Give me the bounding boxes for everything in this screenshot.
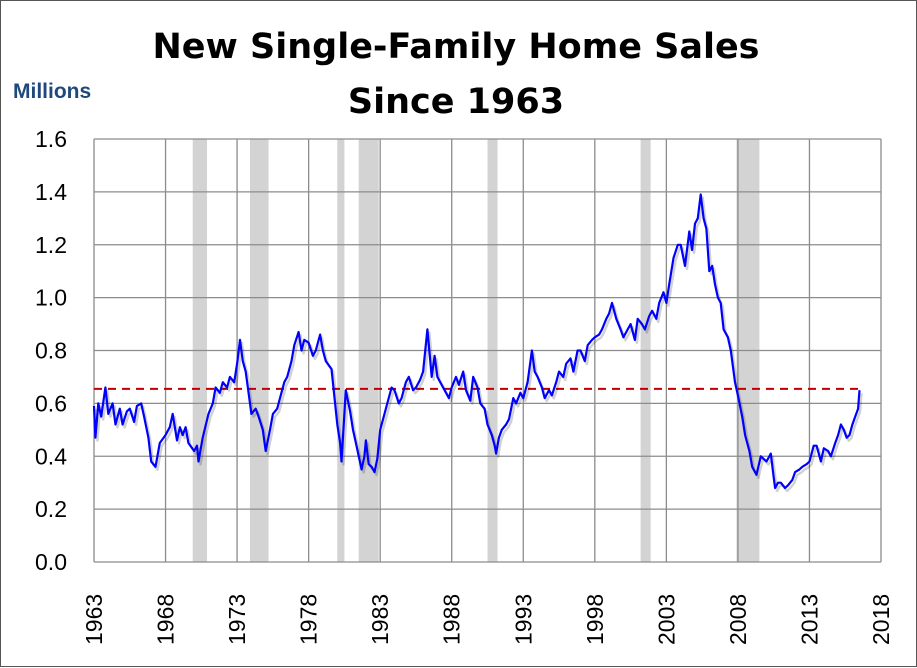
- y-tick-label: 1.6: [35, 126, 67, 152]
- y-tick-label: 0.2: [35, 496, 67, 522]
- y-tick-label: 1.2: [35, 232, 67, 258]
- x-tick-label: 2008: [725, 594, 751, 645]
- y-tick-label: 0.6: [35, 390, 67, 416]
- x-tick-label: 1988: [439, 594, 465, 645]
- y-axis-ticks: 0.0 0.2 0.4 0.6 0.8 1.0 1.2 1.4 1.6: [35, 126, 67, 575]
- x-tick-label: 1963: [81, 594, 107, 645]
- chart-title-line-2: Since 1963: [348, 82, 564, 122]
- y-tick-label: 0.0: [35, 549, 67, 575]
- series-group: [92, 193, 863, 493]
- x-axis-ticks: 1963 1968 1973 1978 1983 1988 1993 1998 2003 2008…: [81, 594, 894, 645]
- chart-title-line-1: New Single-Family Home Sales: [152, 27, 759, 67]
- x-tick-label: 2018: [868, 594, 894, 645]
- series-line: [92, 193, 861, 490]
- x-tick-label: 2013: [796, 594, 822, 645]
- y-tick-label: 1.4: [35, 179, 67, 205]
- gridlines: [93, 138, 882, 563]
- x-tick-label: 1968: [153, 594, 179, 645]
- x-tick-label: 1983: [367, 594, 393, 645]
- x-tick-label: 1973: [224, 594, 250, 645]
- x-tick-label: 1978: [296, 594, 322, 645]
- y-axis-unit-label: Millions: [13, 80, 91, 103]
- x-tick-label: 1993: [510, 594, 536, 645]
- series-line-shadow: [94, 196, 863, 493]
- x-tick-label: 1998: [582, 594, 608, 645]
- y-tick-label: 0.8: [35, 338, 67, 364]
- y-tick-label: 0.4: [35, 443, 67, 469]
- x-tick-label: 2003: [653, 594, 679, 645]
- y-tick-label: 1.0: [35, 285, 67, 311]
